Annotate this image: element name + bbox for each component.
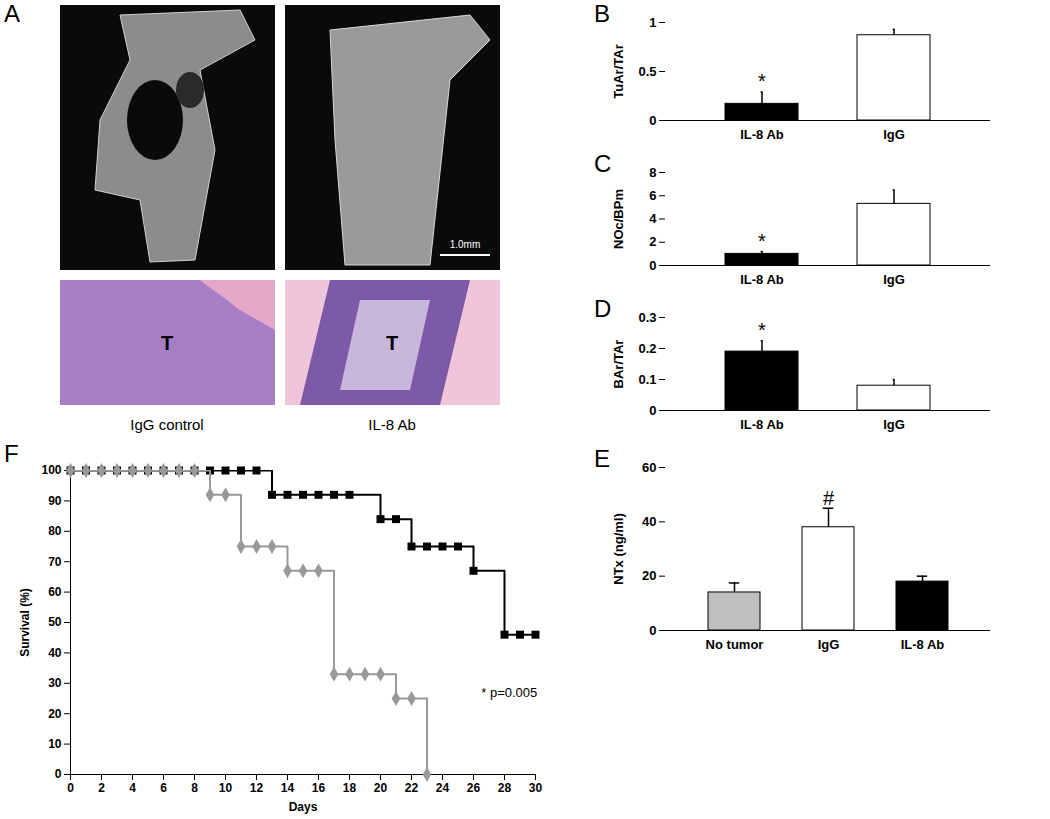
svg-text:IgG: IgG [883, 272, 905, 287]
html-text:D: D [594, 295, 612, 322]
svg-text:40: 40 [642, 514, 656, 529]
svg-text:60: 60 [48, 585, 62, 599]
svg-text:*: * [758, 70, 766, 92]
svg-text:10: 10 [48, 737, 62, 751]
html-text:C: C [594, 150, 612, 177]
svg-text:T: T [386, 332, 398, 354]
svg-text:0: 0 [649, 403, 656, 418]
svg-text:90: 90 [48, 494, 62, 508]
svg-text:IL-8 Ab: IL-8 Ab [368, 416, 416, 433]
svg-text:BAr/TAr: BAr/TAr [611, 340, 626, 389]
svg-text:22: 22 [405, 781, 419, 795]
html-text:E: E [594, 445, 610, 472]
svg-text:24: 24 [436, 781, 450, 795]
svg-text:80: 80 [48, 524, 62, 538]
svg-text:*: * [758, 319, 766, 341]
svg-text:50: 50 [48, 615, 62, 629]
svg-text:0: 0 [67, 781, 74, 795]
svg-text:0: 0 [55, 767, 62, 781]
svg-text:60: 60 [642, 460, 656, 475]
svg-text:26: 26 [467, 781, 481, 795]
svg-text:30: 30 [529, 781, 543, 795]
svg-text:0.1: 0.1 [638, 372, 656, 387]
svg-text:IL-8 Ab: IL-8 Ab [740, 127, 784, 142]
svg-text:IL-8 Ab: IL-8 Ab [740, 272, 784, 287]
svg-text:IL-8 Ab: IL-8 Ab [901, 637, 945, 652]
svg-text:0.5: 0.5 [638, 64, 656, 79]
svg-text:0: 0 [649, 258, 656, 273]
svg-text:T: T [161, 332, 173, 354]
svg-text:30: 30 [48, 676, 62, 690]
svg-text:0: 0 [649, 623, 656, 638]
html-text:F: F [4, 440, 19, 467]
svg-text:*: * [758, 230, 766, 252]
svg-text:20: 20 [48, 707, 62, 721]
svg-text:1.0mm: 1.0mm [450, 239, 481, 250]
svg-text:0.3: 0.3 [638, 310, 656, 325]
svg-text:4: 4 [649, 211, 657, 226]
svg-text:IgG control: IgG control [130, 416, 203, 433]
html-text:A: A [4, 0, 20, 27]
svg-text:IgG: IgG [883, 417, 905, 432]
svg-text:16: 16 [312, 781, 326, 795]
html-text:B: B [594, 0, 610, 27]
svg-text:NOc/BPm: NOc/BPm [611, 189, 626, 249]
svg-text:14: 14 [281, 781, 295, 795]
svg-text:TuAr/TAr: TuAr/TAr [611, 44, 626, 98]
svg-text:100: 100 [41, 463, 61, 477]
svg-text:20: 20 [374, 781, 388, 795]
svg-text:2: 2 [649, 234, 656, 249]
svg-text:Days: Days [289, 800, 318, 814]
svg-text:10: 10 [219, 781, 233, 795]
svg-text:6: 6 [160, 781, 167, 795]
svg-text:* p=0.005: * p=0.005 [481, 685, 537, 700]
svg-text:#: # [823, 487, 835, 509]
svg-text:8: 8 [191, 781, 198, 795]
svg-text:6: 6 [649, 188, 656, 203]
svg-text:18: 18 [343, 781, 357, 795]
svg-text:2: 2 [98, 781, 105, 795]
svg-text:70: 70 [48, 555, 62, 569]
svg-text:Survival (%): Survival (%) [18, 588, 32, 657]
svg-text:IgG: IgG [818, 637, 840, 652]
svg-text:NTx (ng/ml): NTx (ng/ml) [611, 513, 626, 585]
svg-text:IgG: IgG [883, 127, 905, 142]
svg-text:28: 28 [498, 781, 512, 795]
svg-text:40: 40 [48, 646, 62, 660]
svg-text:12: 12 [250, 781, 264, 795]
svg-text:0: 0 [649, 113, 656, 128]
svg-text:8: 8 [649, 165, 656, 180]
svg-text:1: 1 [649, 15, 656, 30]
svg-text:4: 4 [129, 781, 136, 795]
svg-text:20: 20 [642, 568, 656, 583]
svg-text:0.2: 0.2 [638, 341, 656, 356]
svg-text:IL-8 Ab: IL-8 Ab [740, 417, 784, 432]
svg-text:No tumor: No tumor [706, 637, 764, 652]
